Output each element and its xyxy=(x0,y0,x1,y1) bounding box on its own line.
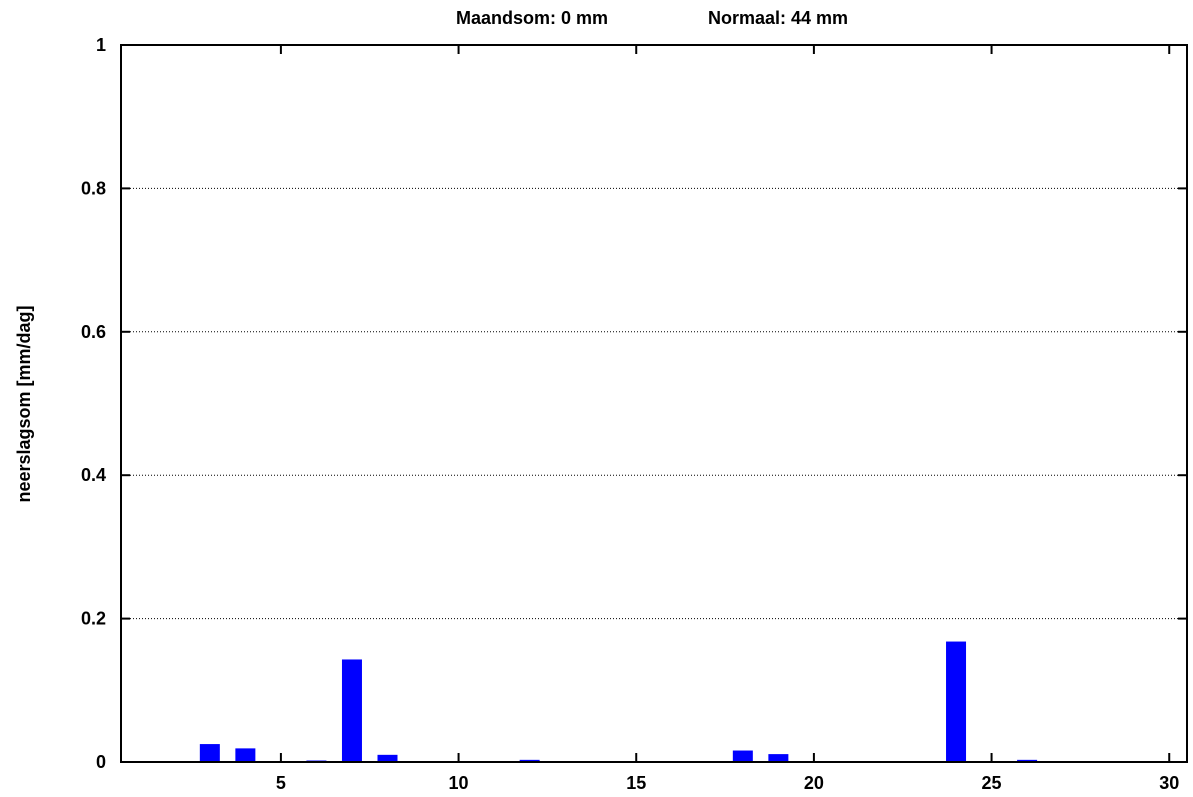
chart-header-maandsom: Maandsom: 0 mm xyxy=(456,8,608,28)
x-tick-label: 10 xyxy=(449,773,469,793)
bar-day-26 xyxy=(1017,759,1038,762)
bar-day-18 xyxy=(732,750,753,762)
x-tick-label: 20 xyxy=(804,773,824,793)
bar-day-7 xyxy=(341,659,362,762)
y-tick-label: 0.2 xyxy=(81,609,106,629)
x-tick-label: 15 xyxy=(626,773,646,793)
y-axis-label: neerslagsom [mm/dag] xyxy=(14,305,34,502)
bars xyxy=(199,641,1038,762)
bar-day-19 xyxy=(768,754,789,762)
bar-day-4 xyxy=(235,748,256,762)
y-tick-label: 1 xyxy=(96,35,106,55)
x-tick-label: 30 xyxy=(1159,773,1179,793)
y-tick-label: 0.6 xyxy=(81,322,106,342)
y-tick-label: 0.4 xyxy=(81,465,106,485)
bar-day-24 xyxy=(946,641,967,762)
y-tick-label: 0.8 xyxy=(81,178,106,198)
gridlines xyxy=(121,187,1187,620)
bar-day-8 xyxy=(377,754,398,762)
x-tick-labels: 5 10 15 20 25 30 xyxy=(276,773,1179,793)
bar-day-12 xyxy=(519,759,540,762)
x-tick-label: 5 xyxy=(276,773,286,793)
y-tick-label: 0 xyxy=(96,752,106,772)
x-tick-label: 25 xyxy=(982,773,1002,793)
y-tick-labels: 0 0.2 0.4 0.6 0.8 1 xyxy=(81,35,106,772)
chart-header-normaal: Normaal: 44 mm xyxy=(708,8,848,28)
bar-day-3 xyxy=(199,744,220,762)
plot-frame xyxy=(120,44,1188,763)
